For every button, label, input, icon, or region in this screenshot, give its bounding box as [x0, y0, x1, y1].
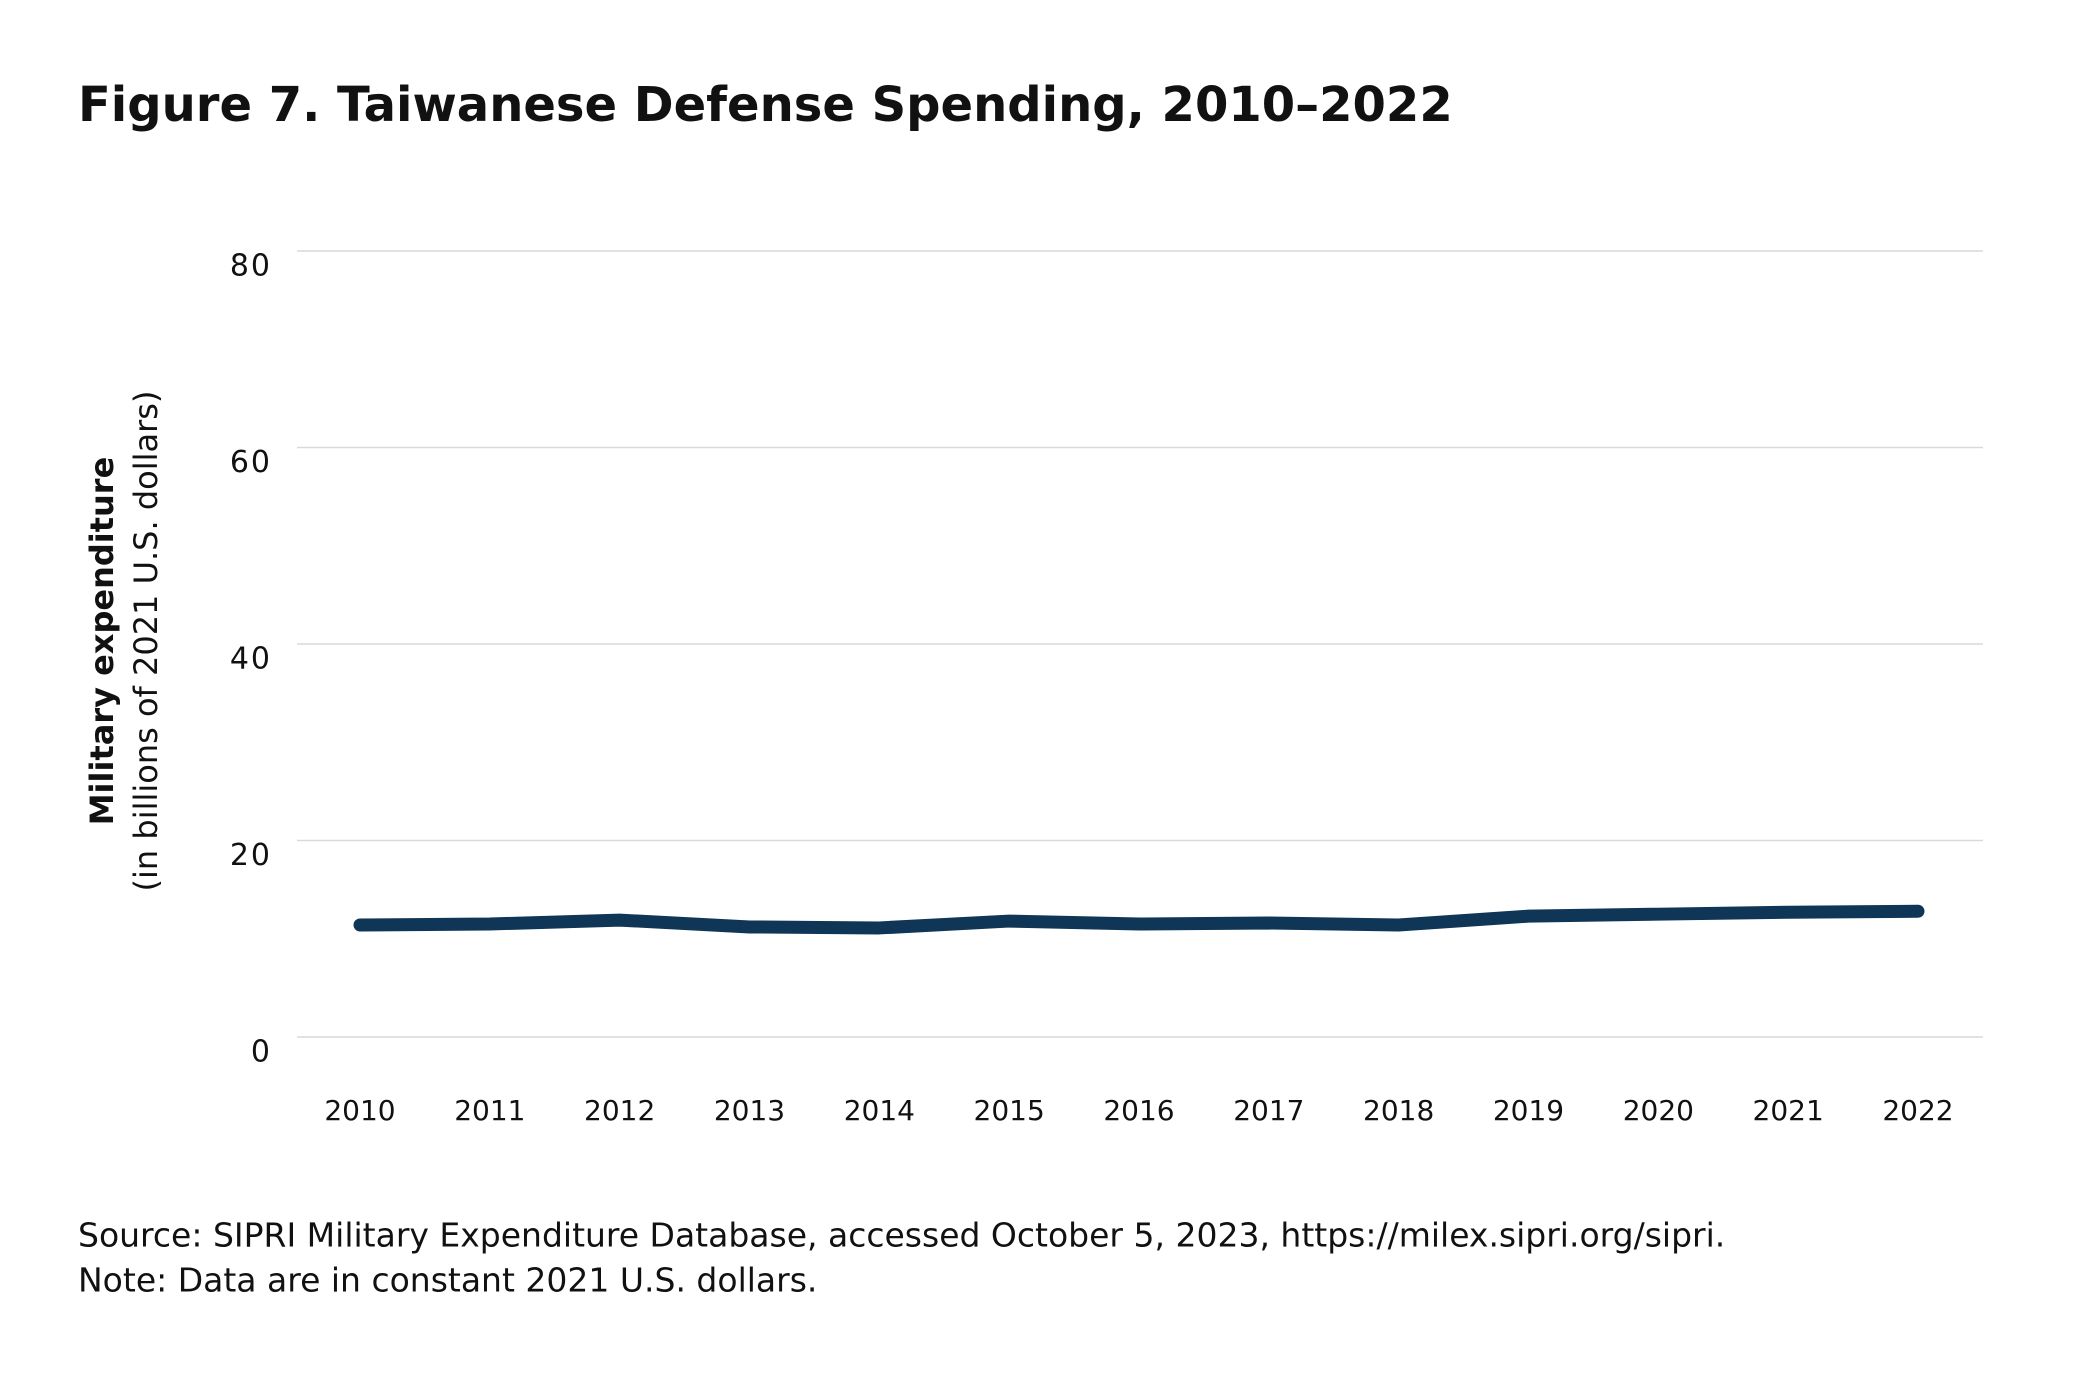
y-tick-label: 20: [230, 838, 272, 873]
source-note: Source: SIPRI Military Expenditure Datab…: [78, 1216, 1725, 1255]
data-note: Note: Data are in constant 2021 U.S. dol…: [78, 1261, 817, 1300]
x-tick-label: 2019: [1493, 1094, 1564, 1127]
y-tick-label: 0: [251, 1035, 272, 1070]
x-tick-label: 2011: [454, 1094, 525, 1127]
y-tick-label: 60: [230, 445, 272, 480]
x-tick-label: 2016: [1103, 1094, 1174, 1127]
y-tick-label: 40: [230, 642, 272, 677]
y-tick-label: 80: [230, 249, 272, 284]
data-line: [353, 904, 1925, 935]
x-tick-label: 2012: [584, 1094, 655, 1127]
y-axis-sublabel: (in billions of 2021 U.S. dollars): [127, 391, 165, 892]
x-tick-label: 2017: [1233, 1094, 1304, 1127]
x-tick-label: 2022: [1882, 1094, 1953, 1127]
x-tick-label: 2010: [324, 1094, 395, 1127]
x-tick-label: 2015: [974, 1094, 1045, 1127]
x-tick-label: 2020: [1623, 1094, 1694, 1127]
x-tick-label: 2013: [714, 1094, 785, 1127]
x-tick-label: 2021: [1753, 1094, 1824, 1127]
chart-title: Figure 7. Taiwanese Defense Spending, 20…: [78, 77, 1453, 133]
y-axis-label: Military expenditure: [83, 457, 121, 826]
x-tick-label: 2018: [1363, 1094, 1434, 1127]
x-tick-label: 2014: [844, 1094, 915, 1127]
